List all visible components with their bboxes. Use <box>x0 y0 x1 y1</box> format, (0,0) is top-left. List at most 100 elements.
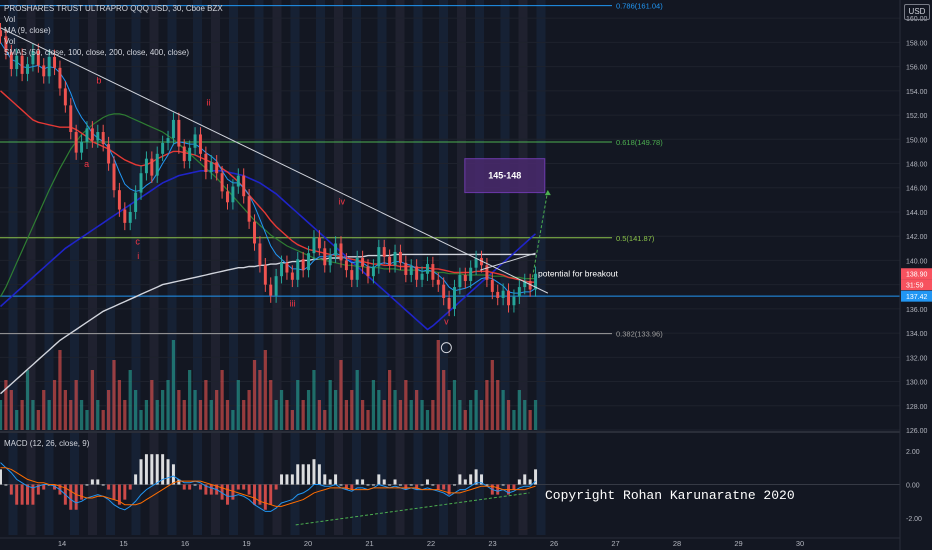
legend-macd[interactable]: MACD (12, 26, close, 9) <box>4 439 90 448</box>
legend-ma[interactable]: MA (9, close) <box>4 26 51 35</box>
volume-bar <box>133 390 138 430</box>
candle-body <box>247 196 251 222</box>
candle-body <box>139 173 143 193</box>
macd-histogram-bar <box>274 484 278 490</box>
time-tick-label: 16 <box>181 539 189 548</box>
macd-histogram-bar <box>85 484 89 486</box>
macd-histogram-bar <box>420 484 424 486</box>
volume-bar <box>225 400 230 430</box>
candle-body <box>47 56 51 77</box>
volume-bar <box>523 400 527 430</box>
target-zone[interactable]: 145-148 <box>464 158 546 194</box>
candle-body <box>123 209 127 223</box>
macd-tick-label: 0.00 <box>906 483 920 490</box>
session-band <box>193 0 202 535</box>
symbol-title[interactable]: PROSHARES TRUST ULTRAPRO QQQ USD, 30, Cb… <box>4 4 223 13</box>
macd-histogram-bar <box>501 484 505 486</box>
volume-bar <box>496 380 500 430</box>
macd-histogram-bar <box>447 484 451 495</box>
fib-label: 0.786(161.04) <box>616 2 663 11</box>
macd-histogram-bar <box>36 484 40 495</box>
price-tick-label: 150.00 <box>906 137 928 144</box>
macd-histogram-bar <box>263 484 267 510</box>
session-band <box>316 0 325 535</box>
candle-body <box>409 266 413 275</box>
session-band <box>70 0 79 535</box>
price-tick-label: 128.00 <box>906 404 928 411</box>
price-candles[interactable] <box>0 23 538 317</box>
time-tick-label: 29 <box>734 539 742 548</box>
volume-bar <box>355 370 359 430</box>
price-tick-label: 146.00 <box>906 186 928 193</box>
candle-body <box>290 272 294 280</box>
candle-body <box>166 138 170 143</box>
macd-histogram-bar <box>296 464 300 485</box>
macd-histogram-bar <box>371 484 375 486</box>
candle-body <box>501 290 505 298</box>
currency-badge[interactable]: USD <box>904 4 930 20</box>
candle-body <box>69 105 73 133</box>
candle-body <box>171 119 175 139</box>
session-band <box>106 0 115 535</box>
volume-bar <box>128 370 132 430</box>
volume-bar <box>393 390 397 430</box>
macd-histogram-bar <box>355 479 359 485</box>
candle-body <box>263 265 267 285</box>
volume-bar <box>90 370 94 430</box>
candle-body <box>253 221 256 244</box>
legend-vol[interactable]: Vol <box>4 15 16 24</box>
volume-bar <box>0 400 3 430</box>
volume-bar <box>366 410 370 430</box>
price-tag-label: 137.42 <box>906 294 928 301</box>
candle-body <box>534 273 538 290</box>
macd-histogram-bar <box>431 484 435 486</box>
volume-bar <box>512 410 516 430</box>
volume-bar <box>20 400 24 430</box>
volume-bar <box>490 360 494 430</box>
volume-bar <box>436 340 440 430</box>
macd-histogram-bar <box>469 474 473 485</box>
session-band <box>500 0 510 535</box>
candle-body <box>215 162 219 174</box>
candle-body <box>517 287 521 297</box>
time-tick-label: 15 <box>119 539 127 548</box>
wave-label: a <box>84 159 89 169</box>
trend-drawings[interactable]: potential for breakout <box>0 27 619 354</box>
candle-body <box>155 153 159 176</box>
macd-histogram-bar <box>480 474 483 485</box>
session-band <box>149 0 159 535</box>
volume-bar <box>469 400 473 430</box>
legend-smas[interactable]: SMAS (50, close, 100, close, 200, close,… <box>4 48 189 57</box>
volume-bar <box>74 380 78 430</box>
session-band <box>290 0 300 535</box>
macd-histogram-bar <box>74 484 78 510</box>
sma50-line <box>0 90 536 283</box>
volume-bar <box>463 410 467 430</box>
volume-bar <box>139 410 143 430</box>
volume-bar <box>479 400 484 430</box>
macd-histogram-bar <box>285 474 289 485</box>
macd-histogram-bar <box>139 459 143 485</box>
candle-body <box>420 273 424 280</box>
volume-bar <box>339 360 343 430</box>
candle-body <box>371 266 375 277</box>
macd-histogram-bar <box>517 479 521 485</box>
legend-vol-2[interactable]: Vol <box>4 37 16 46</box>
macd-histogram-bar <box>231 484 235 500</box>
volume-bar <box>258 370 262 430</box>
macd-histogram-bar <box>247 484 251 495</box>
volume-bar <box>360 400 365 430</box>
volume-bar <box>47 400 51 430</box>
volume-bar <box>431 400 435 430</box>
macd-histogram-bar <box>80 484 84 500</box>
time-tick-label: 20 <box>304 539 312 548</box>
candle-body <box>452 287 456 309</box>
candle-body <box>128 211 132 223</box>
volume-bar <box>171 340 176 430</box>
macd-histogram-bar <box>258 484 262 505</box>
volume-bar <box>9 390 13 430</box>
candle-body <box>458 274 462 288</box>
macd-histogram-bar <box>0 469 2 485</box>
price-tick-label: 134.00 <box>906 331 928 338</box>
